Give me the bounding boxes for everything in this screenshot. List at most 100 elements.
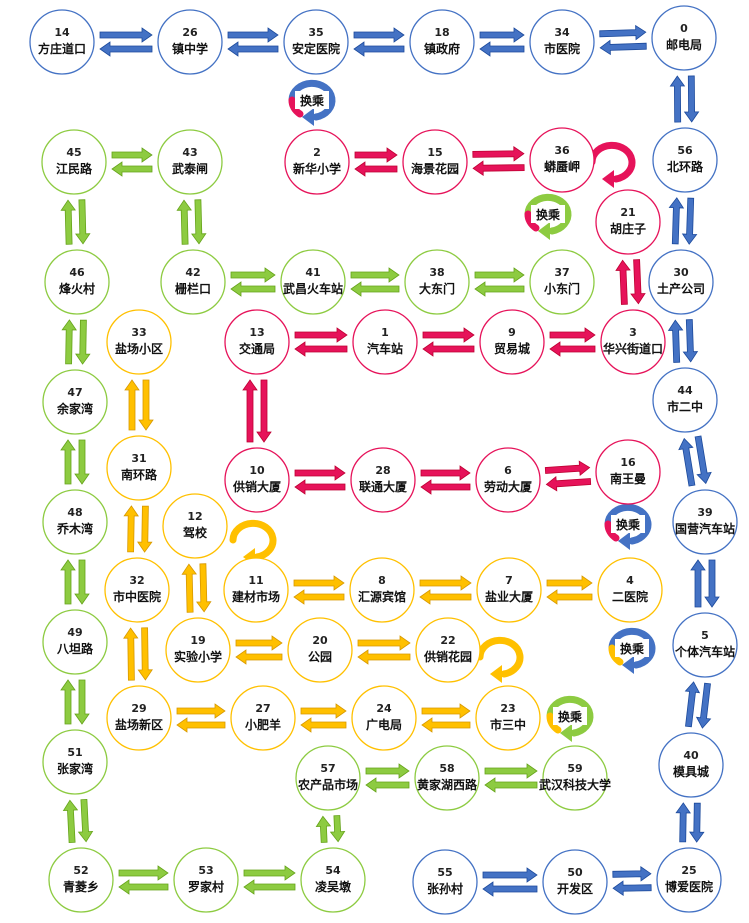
station-38[interactable]: 38 大东门: [404, 249, 470, 315]
station-number: 26: [182, 26, 198, 39]
station-name: 蟒蜃岬: [544, 159, 580, 174]
station-27[interactable]: 27 小肥羊: [230, 685, 296, 751]
station-10[interactable]: 10 供销大厦: [224, 447, 290, 513]
station-52[interactable]: 52 青菱乡: [48, 847, 114, 913]
arrow: [118, 879, 169, 895]
station-35[interactable]: 35 安定医院: [283, 9, 349, 75]
station-12[interactable]: 12 驾校: [162, 493, 228, 559]
station-33[interactable]: 33 盐场小区: [106, 309, 172, 375]
connection-arrows: [176, 703, 226, 733]
station-46[interactable]: 46 烽火村: [44, 249, 110, 315]
station-21[interactable]: 21 胡庄子: [595, 189, 661, 255]
station-number: 25: [681, 864, 696, 877]
station-23[interactable]: 23 市三中: [475, 685, 541, 751]
station-number: 53: [198, 864, 213, 877]
station-name: 盐场小区: [115, 341, 163, 356]
station-number: 35: [308, 26, 323, 39]
station-number: 58: [439, 762, 454, 775]
station-55[interactable]: 55 张孙村: [412, 849, 478, 915]
station-15[interactable]: 15 海景花园: [402, 129, 468, 195]
station-name: 联通大厦: [359, 479, 408, 494]
station-41[interactable]: 41 武昌火车站: [280, 249, 346, 315]
station-49[interactable]: 49 八坦路: [42, 609, 108, 675]
station-11[interactable]: 11 建材市场: [223, 557, 289, 623]
station-7[interactable]: 7 盐业大厦: [476, 557, 542, 623]
station-3[interactable]: 3 华兴街道口: [600, 309, 666, 375]
station-25[interactable]: 25 博爱医院: [656, 847, 722, 913]
arrow: [694, 435, 712, 485]
station-28[interactable]: 28 联通大厦: [350, 447, 416, 513]
station-51[interactable]: 51 张家湾: [42, 729, 108, 795]
connection-arrows: [60, 199, 91, 245]
connection-arrows: [690, 559, 720, 608]
station-22[interactable]: 22 供销花园: [415, 617, 481, 683]
station-18[interactable]: 18 镇政府: [409, 9, 475, 75]
station-39[interactable]: 39 国营汽车站: [672, 489, 738, 555]
station-24[interactable]: 24 广电局: [351, 685, 417, 751]
station-19[interactable]: 19 实验小学: [165, 617, 231, 683]
arrow: [472, 160, 525, 176]
arrow: [230, 267, 276, 283]
station-44[interactable]: 44 市二中: [652, 367, 718, 433]
station-31[interactable]: 31 南环路: [106, 435, 172, 501]
connection-arrows: [421, 703, 471, 733]
station-26[interactable]: 26 镇中学: [157, 9, 223, 75]
station-56[interactable]: 56 北环路: [652, 127, 718, 193]
station-circle: [287, 617, 353, 683]
station-circle: [230, 685, 296, 751]
station-54[interactable]: 54 凌吴墩: [300, 847, 366, 913]
station-circle: [352, 309, 418, 375]
station-name: 驾校: [182, 525, 208, 540]
station-42[interactable]: 42 栅栏口: [160, 249, 226, 315]
transfer-label-bg: [615, 639, 649, 657]
transfer-label-bg: [553, 707, 587, 725]
station-37[interactable]: 37 小东门: [529, 249, 595, 315]
station-number: 3: [629, 326, 637, 339]
station-58[interactable]: 58 黄家湖西路: [414, 745, 480, 811]
station-29[interactable]: 29 盐场新区: [106, 685, 172, 751]
connection-arrows: [353, 27, 405, 57]
station-2[interactable]: 2 新华小学: [284, 129, 350, 195]
station-20[interactable]: 20 公园: [287, 617, 353, 683]
station-30[interactable]: 30 土产公司: [648, 249, 714, 315]
connection-arrows: [61, 319, 91, 365]
station-number: 19: [190, 634, 205, 647]
arrow: [474, 281, 525, 297]
station-59[interactable]: 59 武汉科技大学: [539, 745, 611, 811]
station-13[interactable]: 13 交通局: [224, 309, 290, 375]
station-9[interactable]: 9 贸易城: [479, 309, 545, 375]
connection-arrows: [678, 435, 712, 487]
station-name: 江民路: [56, 161, 93, 176]
station-48[interactable]: 48 乔木湾: [42, 489, 108, 555]
connection-arrows: [612, 866, 652, 896]
station-43[interactable]: 43 武泰闸: [157, 129, 223, 195]
station-8[interactable]: 8 汇源宾馆: [349, 557, 415, 623]
arrow: [77, 798, 94, 843]
connection-arrows: [118, 865, 169, 895]
station-0[interactable]: 0 邮电局: [651, 5, 717, 71]
station-circle: [349, 557, 415, 623]
station-14[interactable]: 14 方庄道口: [29, 9, 95, 75]
station-34[interactable]: 34 市医院: [529, 9, 595, 75]
arrow: [99, 41, 153, 57]
station-5[interactable]: 5 个体汽车站: [672, 612, 738, 678]
station-4[interactable]: 4 二医院: [597, 557, 663, 623]
connection-arrows: [422, 327, 475, 357]
station-36[interactable]: 36 蟒蜃岬: [529, 127, 595, 193]
station-name: 市医院: [544, 41, 580, 56]
station-6[interactable]: 6 劳动大厦: [475, 447, 541, 513]
station-45[interactable]: 45 江民路: [41, 129, 107, 195]
connection-arrows: [599, 24, 647, 56]
station-16[interactable]: 16 南王曼: [595, 439, 661, 505]
station-circle: [475, 685, 541, 751]
station-40[interactable]: 40 模具城: [658, 732, 724, 798]
station-circle: [412, 849, 478, 915]
station-47[interactable]: 47 余家湾: [42, 369, 108, 435]
station-32[interactable]: 32 市中医院: [104, 557, 170, 623]
station-57[interactable]: 57 农产品市场: [295, 745, 361, 811]
station-50[interactable]: 50 开发区: [542, 849, 608, 915]
station-53[interactable]: 53 罗家村: [173, 847, 239, 913]
station-1[interactable]: 1 汽车站: [352, 309, 418, 375]
arrow: [353, 27, 405, 43]
station-name: 乔木湾: [56, 521, 93, 536]
